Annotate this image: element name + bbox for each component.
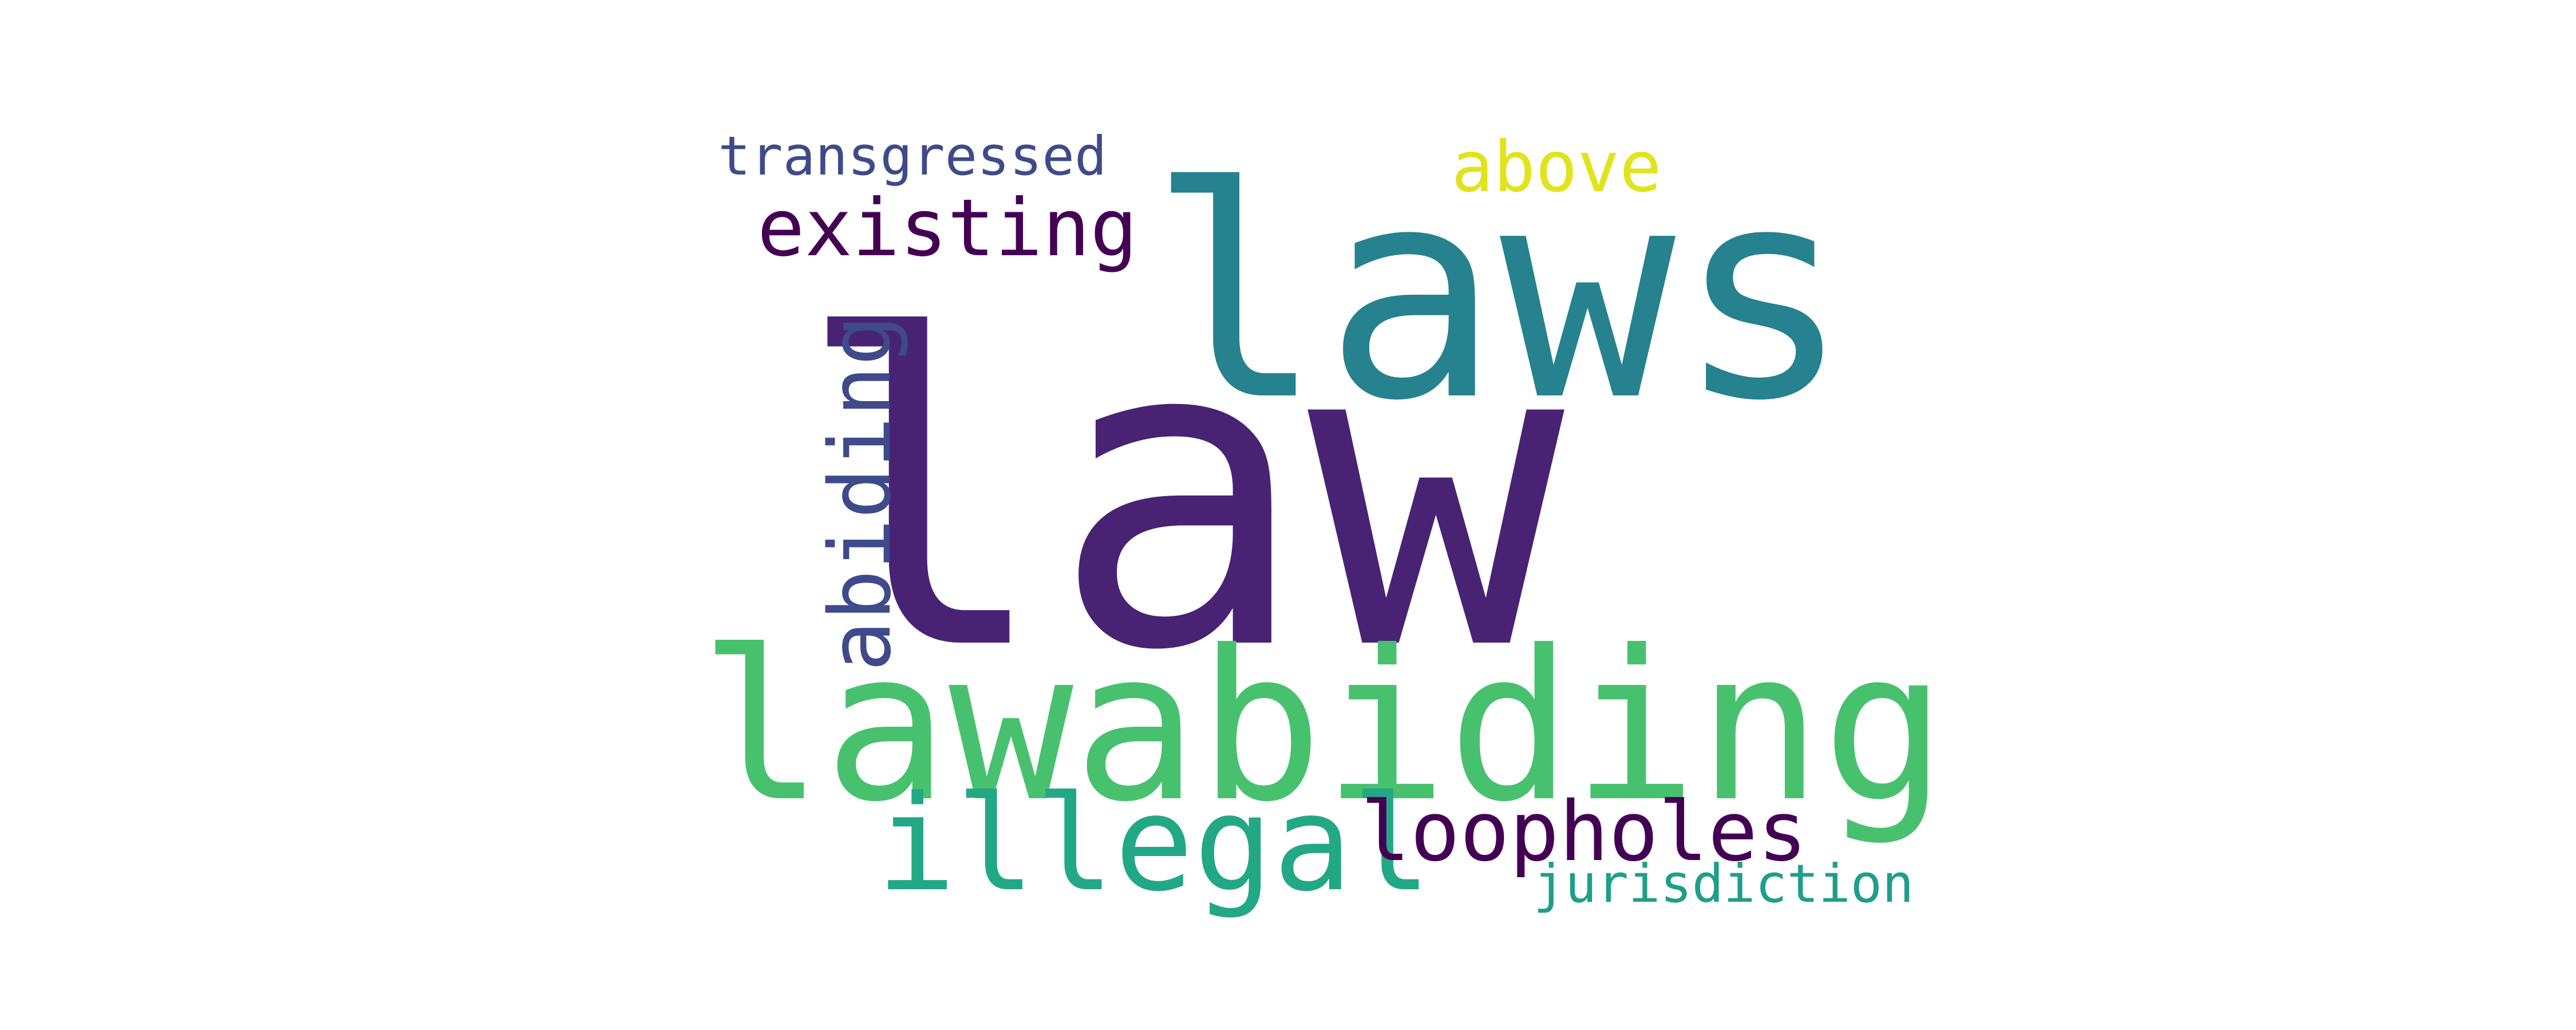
word-loopholes: loopholes — [1361, 783, 1807, 880]
word-jurisdiction: jurisdiction — [1534, 853, 1914, 914]
word-above: above — [1451, 126, 1661, 208]
word-law: law — [794, 247, 1567, 743]
word-laws: laws — [1148, 125, 1851, 465]
word-abiding: abiding — [811, 315, 910, 672]
word-lawabiding: lawabiding — [699, 607, 1946, 847]
word-transgressed: transgressed — [718, 125, 1107, 188]
word-existing: existing — [757, 182, 1138, 274]
word-illegal: illegal — [876, 768, 1431, 921]
